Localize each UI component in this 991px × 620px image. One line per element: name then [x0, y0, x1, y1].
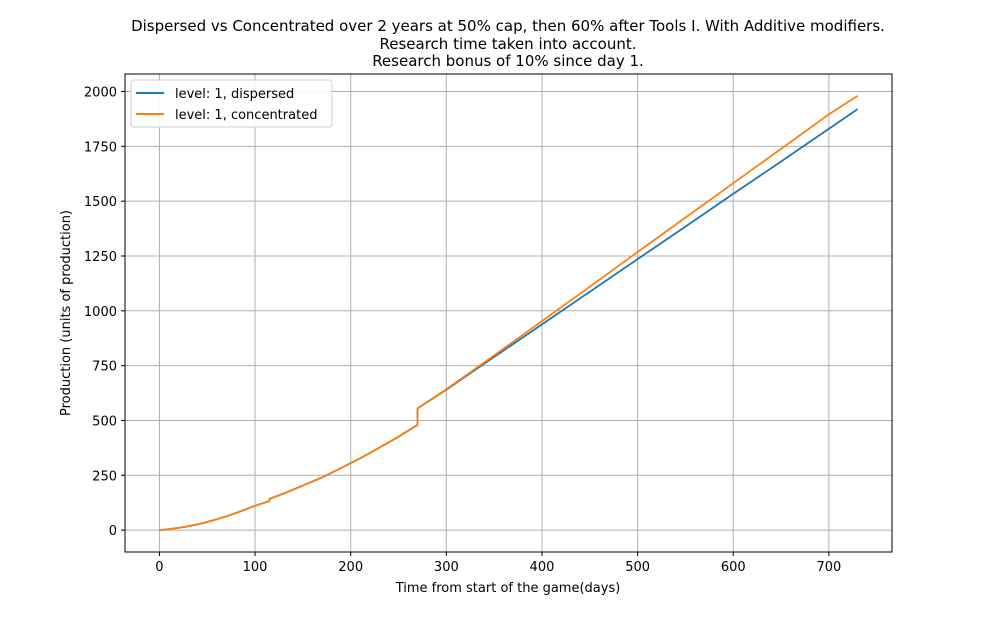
legend-box — [130, 79, 333, 128]
chart-title-line-3: Research bonus of 10% since day 1. — [372, 52, 644, 70]
x-tick-label: 400 — [530, 560, 555, 575]
x-tick-label: 600 — [721, 560, 746, 575]
plot-area-frame — [124, 73, 893, 553]
x-tick-label: 500 — [625, 560, 650, 575]
y-axis-label: Production (units of production) — [59, 210, 74, 416]
grid — [125, 74, 892, 552]
x-tick-label: 100 — [243, 560, 268, 575]
y-tick-label: 1250 — [84, 250, 117, 265]
x-tick-label: 200 — [338, 560, 363, 575]
chart-title-line-1: Dispersed vs Concentrated over 2 years a… — [131, 17, 885, 35]
legend: level: 1, dispersed level: 1, concentrat… — [130, 79, 333, 128]
x-axis-label: Time from start of the game(days) — [395, 581, 621, 596]
legend-label-dispersed: level: 1, dispersed — [175, 87, 294, 102]
x-tick-label: 700 — [816, 560, 841, 575]
chart-title: Dispersed vs Concentrated over 2 years a… — [131, 17, 885, 70]
chart-title-line-2: Research time taken into account. — [380, 35, 637, 53]
series-line-dispersed — [159, 108, 859, 531]
legend-label-concentrated: level: 1, concentrated — [175, 108, 317, 123]
axis-ticks: 0 100 200 300 400 500 600 700 0 250 500 750 1000 1250… — [84, 86, 841, 575]
y-tick-label: 250 — [92, 469, 117, 484]
y-tick-label: 0 — [109, 524, 117, 539]
y-tick-label: 1000 — [84, 305, 117, 320]
y-tick-label: 1500 — [84, 195, 117, 210]
series-line-concentrated — [159, 95, 859, 531]
y-tick-label: 1750 — [84, 140, 117, 155]
x-tick-label: 0 — [155, 560, 163, 575]
y-tick-label: 750 — [92, 360, 117, 375]
y-tick-label: 500 — [92, 414, 117, 429]
y-tick-label: 2000 — [84, 86, 117, 101]
x-tick-label: 300 — [434, 560, 459, 575]
series-lines — [159, 95, 859, 531]
